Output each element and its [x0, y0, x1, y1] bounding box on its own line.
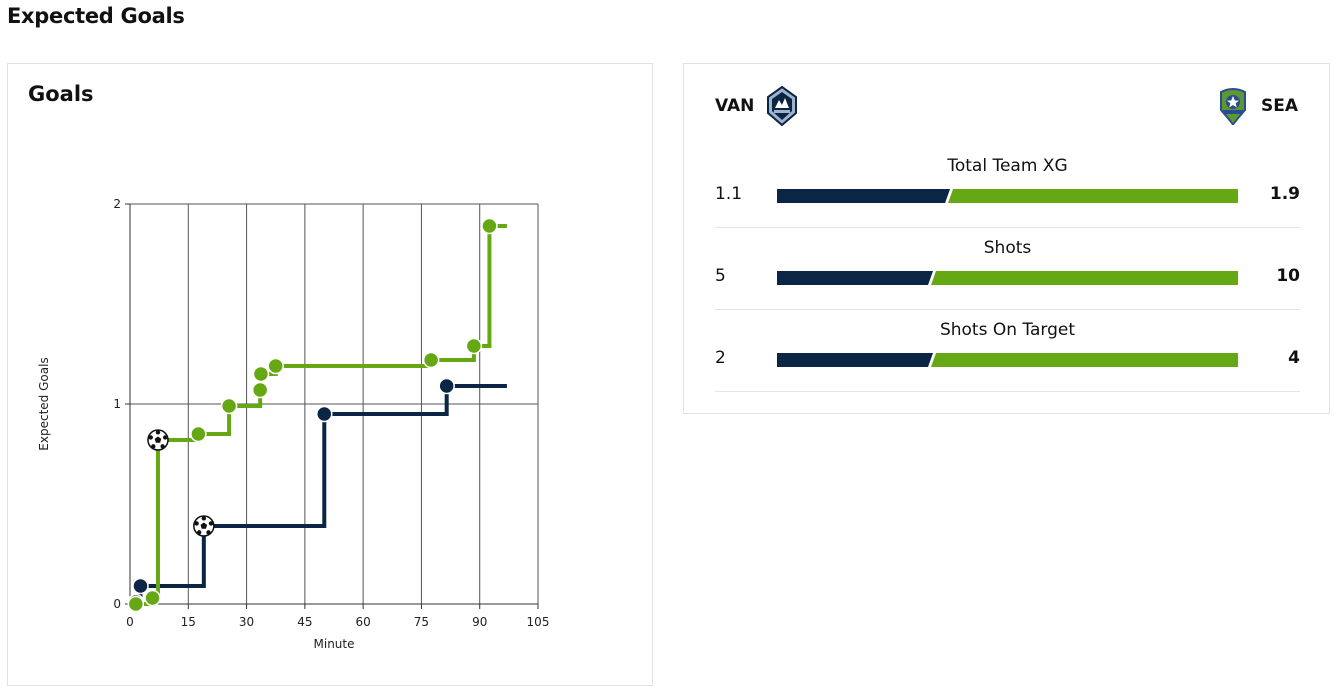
- away-team-abbr: SEA: [1260, 96, 1298, 116]
- stat-home-value: 1.1: [715, 184, 743, 204]
- stat-home-value: 2: [715, 348, 726, 368]
- stat-away-value: 4: [1288, 348, 1300, 368]
- ball-panel: [154, 436, 162, 443]
- stat-label: Shots: [983, 238, 1032, 258]
- y-tick-label: 1: [113, 397, 121, 411]
- stat-away-value: 1.9: [1269, 184, 1300, 204]
- stat-label: Total Team XG: [947, 156, 1068, 176]
- stat-comparison-bar: [777, 271, 1238, 285]
- away-stat-bar: [931, 271, 1238, 285]
- stat-row-shots-on-target: Shots On Target 2 4: [715, 310, 1300, 392]
- away-shot-marker: [267, 357, 284, 375]
- home-team-abbr: VAN: [715, 96, 755, 116]
- x-tick-label: 0: [126, 615, 134, 629]
- home-stat-bar: [777, 189, 951, 203]
- x-tick-label: 45: [297, 615, 312, 629]
- ball-panel: [206, 530, 211, 535]
- team-stats-card: VAN SEA Total Team XG 1.1 1.9 Shots 5 10…: [683, 63, 1330, 414]
- away-shot-marker: [422, 351, 440, 369]
- away-shot-marker: [220, 397, 238, 415]
- x-tick-label: 15: [181, 615, 196, 629]
- ball-panel: [148, 435, 153, 440]
- seattle-sounders-crest-icon: [1219, 88, 1246, 126]
- stat-comparison-bar: [777, 353, 1238, 367]
- home-shot-marker: [132, 577, 149, 595]
- away-shot-marker: [481, 217, 498, 235]
- ball-panel: [196, 530, 202, 535]
- y-tick-label: 2: [113, 197, 121, 211]
- away-stat-bar: [948, 189, 1238, 203]
- chart-title: Goals: [28, 82, 94, 106]
- home-team: VAN: [715, 86, 798, 126]
- stat-comparison-bar: [777, 189, 1238, 203]
- page-title: Expected Goals: [7, 4, 185, 28]
- y-tick-label: 0: [113, 597, 121, 611]
- xg-step-chart: 0 15 30 45 60 75 90 105 0 1 2 Minute Expected Goals: [37, 197, 550, 651]
- ball-panel: [194, 521, 199, 526]
- stat-label: Shots On Target: [939, 320, 1076, 340]
- away-shot-marker: [465, 337, 483, 355]
- ball-panel: [160, 444, 165, 449]
- ball-panel: [208, 521, 214, 526]
- home-stat-bar: [777, 271, 934, 285]
- ball-panel: [200, 522, 208, 529]
- home-shot-marker: [316, 405, 333, 423]
- x-tick-label: 90: [472, 615, 487, 629]
- x-tick-label: 60: [356, 615, 371, 629]
- x-tick-label: 105: [527, 615, 550, 629]
- vancouver-whitecaps-crest-icon: [767, 86, 798, 126]
- x-axis-label: Minute: [314, 637, 355, 651]
- away-stat-bar: [931, 353, 1238, 367]
- stat-away-value: 10: [1276, 266, 1300, 286]
- away-team: SEA: [1217, 86, 1298, 126]
- stat-home-value: 5: [715, 266, 726, 286]
- ball-panel: [151, 444, 156, 449]
- ball-panel: [163, 435, 168, 440]
- ball-panel: [201, 516, 207, 521]
- home-stat-bar: [777, 353, 934, 367]
- stat-row-total-xg: Total Team XG 1.1 1.9: [715, 146, 1300, 228]
- y-axis-label: Expected Goals: [37, 357, 51, 450]
- away-shot-marker: [190, 425, 207, 443]
- away-shot-marker: [127, 595, 145, 613]
- x-tick-label: 30: [239, 615, 254, 629]
- away-shot-marker: [144, 589, 161, 607]
- away-shot-marker: [252, 365, 270, 383]
- away-shot-marker: [251, 381, 269, 399]
- stat-row-shots: Shots 5 10: [715, 228, 1300, 310]
- x-tick-label: 75: [414, 615, 429, 629]
- xg-chart-card: Goals 0 15 30 45 60 75 90 105 0 1 2 Minute Expected …: [7, 63, 653, 686]
- home-shot-marker: [438, 377, 455, 395]
- ball-panel: [155, 430, 161, 435]
